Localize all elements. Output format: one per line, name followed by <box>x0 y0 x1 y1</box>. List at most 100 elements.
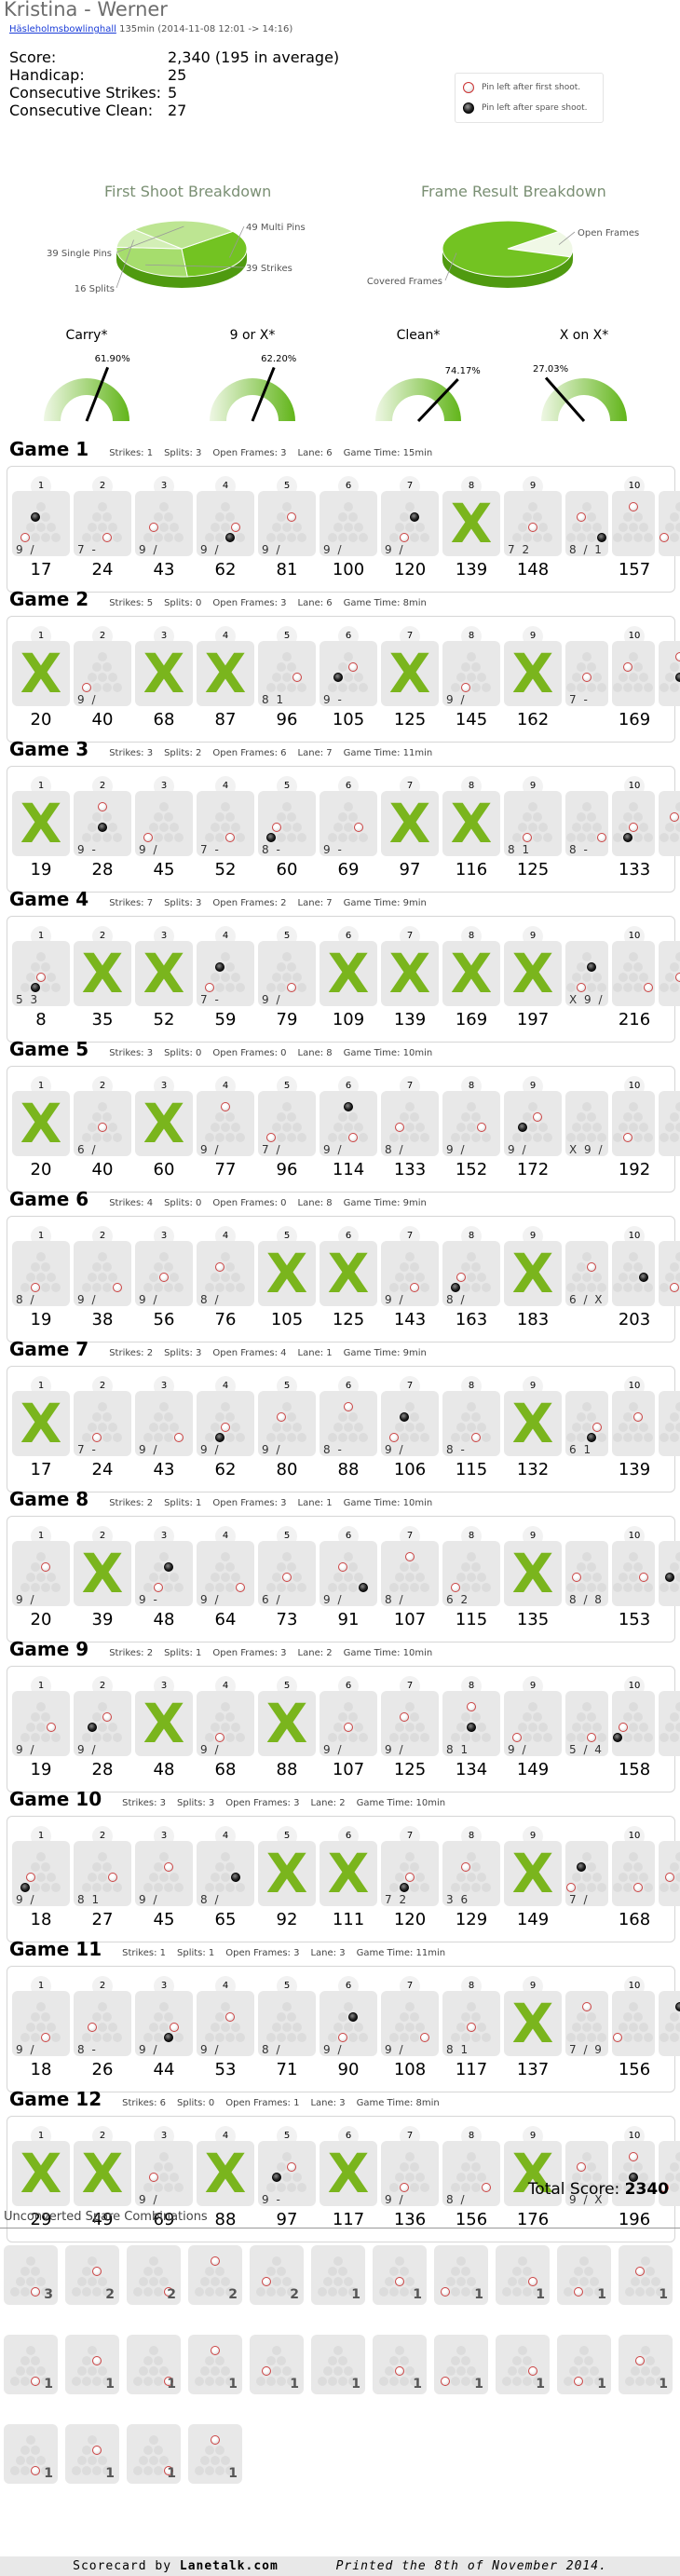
pin <box>623 1862 632 1872</box>
venue-link[interactable]: Häsleholmsbowlinghall <box>9 24 116 34</box>
frame-score: 192 <box>618 1160 651 1179</box>
pin <box>644 1133 653 1142</box>
pin <box>82 2033 91 2042</box>
pin <box>502 2377 511 2386</box>
pin-diagram <box>197 495 254 551</box>
frame-score: 183 <box>516 1310 550 1329</box>
pin <box>404 2366 415 2376</box>
pin <box>471 2162 481 2172</box>
pin <box>35 1852 46 1861</box>
combo-count: 1 <box>536 2377 545 2392</box>
pin <box>633 2033 643 2042</box>
pin <box>644 1733 653 1742</box>
pin <box>297 983 306 992</box>
pin <box>517 2256 527 2266</box>
pin <box>154 1412 163 1422</box>
pin <box>82 2466 91 2475</box>
pin <box>107 1723 117 1732</box>
pin <box>420 2183 429 2192</box>
pin <box>236 1283 245 1292</box>
pie-label: 39 Single Pins <box>47 249 112 259</box>
pin <box>597 2033 606 2042</box>
pin <box>577 1862 586 1872</box>
pin <box>670 1283 679 1292</box>
pin <box>158 2456 169 2465</box>
pin <box>571 1123 581 1132</box>
pin <box>415 2173 425 2182</box>
frame-card <box>258 1091 316 1156</box>
pin <box>87 2456 97 2465</box>
pin <box>281 2152 292 2161</box>
pin <box>533 1733 542 1742</box>
pin <box>517 1123 527 1132</box>
pin <box>587 1862 596 1872</box>
pin <box>466 2023 476 2032</box>
pin <box>148 1273 158 1282</box>
brand-link[interactable]: Lanetalk.com <box>179 2559 279 2573</box>
pin-diagram <box>565 1395 608 1451</box>
frame-score: 45 <box>153 1910 175 1929</box>
frame-score: 90 <box>337 2060 360 2079</box>
pin <box>158 1252 169 1261</box>
pin <box>581 2002 592 2011</box>
pin <box>287 2012 296 2022</box>
pin <box>451 683 460 692</box>
pin <box>638 2173 648 2182</box>
pin <box>164 812 173 822</box>
pin <box>410 1112 419 1122</box>
pin <box>420 533 429 542</box>
pin <box>674 1702 680 1711</box>
pin <box>628 2023 638 2032</box>
pin <box>87 823 97 832</box>
pin <box>670 533 679 542</box>
pin <box>466 673 476 682</box>
strike-mark: X <box>511 2142 554 2205</box>
frame-card <box>565 2141 608 2206</box>
pin <box>205 1733 214 1742</box>
pin <box>25 1723 35 1732</box>
pin <box>633 683 643 692</box>
pin <box>674 502 680 511</box>
pin <box>628 1252 638 1261</box>
pin <box>102 1412 112 1422</box>
pin <box>633 1862 643 1872</box>
pin <box>31 983 40 992</box>
pin <box>568 2366 578 2376</box>
combo-count: 1 <box>228 2377 238 2392</box>
frame-score: 120 <box>393 560 427 579</box>
frame-10: 10 8 -133 <box>565 776 680 888</box>
frame-score: 149 <box>516 1910 550 1929</box>
frame-card <box>320 1691 377 1756</box>
session-info: 135min (2014-11-08 12:01 -> 14:16) <box>119 24 293 34</box>
pin <box>133 2466 143 2475</box>
pin <box>277 1583 286 1592</box>
pin <box>107 1873 117 1882</box>
roll-marks: 8 - <box>77 2043 98 2056</box>
pin <box>271 673 281 682</box>
pin <box>415 1873 425 1882</box>
pin <box>587 1412 596 1422</box>
pin <box>333 2023 343 2032</box>
gauge-title: X on X* <box>559 328 609 343</box>
pin <box>574 2377 583 2386</box>
pin <box>287 2033 296 2042</box>
gauge-value: 27.03% <box>533 364 569 375</box>
pin <box>158 1573 169 1582</box>
pin <box>164 1283 173 1292</box>
pin <box>623 2012 632 2022</box>
pin <box>215 2356 224 2365</box>
pin <box>348 1433 358 1442</box>
pin <box>143 2267 153 2276</box>
pin <box>597 1283 606 1292</box>
pin <box>523 2377 532 2386</box>
pin <box>158 2173 169 2182</box>
pin <box>164 2377 173 2386</box>
pin-diagram <box>320 1095 377 1151</box>
frame-card <box>197 1541 254 1606</box>
frame-card <box>659 1091 680 1156</box>
pin <box>415 1273 425 1282</box>
